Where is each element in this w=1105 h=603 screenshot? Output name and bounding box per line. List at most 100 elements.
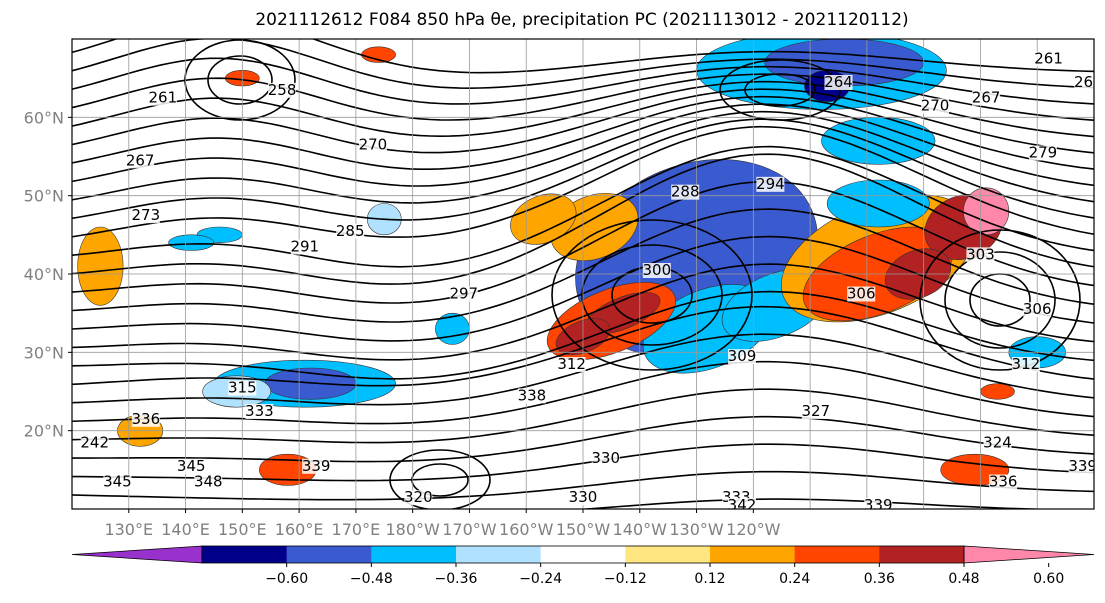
contour-label: 336 [989,473,1018,491]
colorbar-tick-label: 0.36 [864,571,895,587]
y-tick-label: 40°N [24,265,64,284]
precip-shading-layer [77,39,1066,486]
y-tick-label: 20°N [24,422,64,441]
contour-label-bg [449,286,478,302]
contour-label-bg [1034,51,1063,67]
contour-label: 339 [302,457,331,475]
colorbar-tick-label: 0.24 [779,571,810,587]
precip-anomaly-blob [77,226,124,306]
theta-e-contour-line [72,39,1094,74]
precip-anomaly-blob [826,179,930,228]
theta-e-contours [72,39,1094,509]
contour-label-bg [358,137,387,153]
x-tick-label: 120°W [726,520,781,539]
contour-label: 261 [149,89,178,107]
map-gridlines [72,39,1094,509]
contour-label-bg [569,490,597,506]
contour-label: 312 [1012,355,1041,373]
contour-label-bg [126,153,155,169]
contour-label: 348 [194,473,223,491]
contour-label-bg [302,458,331,474]
colorbar-segment [540,546,626,563]
contour-label: 294 [756,175,785,193]
theta-e-contour-line [72,95,1094,170]
theta-e-closed-contour [184,39,296,121]
colorbar-tick-label: −0.12 [604,571,647,587]
colorbar-tick-label: −0.36 [435,571,478,587]
x-tick-label: 160°W [499,520,554,539]
colorbar-tick-label: −0.24 [519,571,562,587]
contour-label: 324 [983,433,1012,451]
contour-label-bg [1068,458,1094,474]
contour-label: 315 [228,379,257,397]
contour-label: 303 [966,245,995,263]
contour-label: 264 [824,73,853,91]
x-tick-label: 170°W [442,520,497,539]
contour-label-bg [972,90,1001,106]
colorbar-extend-low [71,545,203,564]
theta-e-contour-line [72,305,1094,387]
x-tick-label: 150°E [218,520,267,539]
colorbar: −0.60 −0.48 −0.36 −0.24 −0.12 0.12 0.24 0.36 0.4… [71,545,1095,587]
theta-e-contour-line [72,208,1094,323]
chart-title: 2021112612 F084 850 hPa θe, precipitatio… [255,10,909,30]
contour-label: 270 [921,97,950,115]
colorbar-extend-high [963,545,1095,564]
contour-label-bg [290,239,319,255]
contour-label: 342 [728,496,757,514]
theta-e-closed-contour [944,251,1056,349]
contour-label-bg [1028,145,1057,161]
y-tick-label: 60°N [24,108,64,127]
colorbar-segment [710,546,796,563]
colorbar-segment [879,546,965,563]
contour-label: 261 [1034,50,1063,68]
contour-label-bg [194,474,223,490]
colorbar-segment [286,546,372,563]
contour-label: 291 [290,238,319,256]
colorbar-tick-label: −0.48 [350,571,393,587]
x-tick-label: 150°W [556,520,611,539]
contour-label: 306 [1023,300,1052,318]
theta-e-contour-line [72,360,1094,425]
contour-label: 327 [801,402,830,420]
theta-e-contour-line [72,88,1094,154]
contour-label-bg [103,474,132,490]
precip-anomaly-blob [168,234,215,251]
contour-label: 300 [642,261,671,279]
theta-e-contour-line [72,388,1094,444]
theta-e-closed-contour [551,219,753,371]
contour-label: 261 [1074,73,1103,91]
contour-label-bg [847,286,876,302]
contour-label-bg [148,90,177,106]
theta-e-closed-contour [581,244,723,346]
theta-e-contour-line [72,125,1094,238]
theta-e-contour-line [72,118,1094,221]
contour-label: 345 [103,473,132,491]
contour-label-bg [336,223,365,239]
colorbar-tick-label: 0.48 [948,571,979,587]
contour-label: 258 [268,81,297,99]
contour-label-bg [245,404,274,419]
contour-label: 339 [1068,457,1097,475]
x-tick-label: 130°W [669,520,724,539]
contour-label: 320 [404,488,433,506]
contour-label: 279 [1029,144,1058,162]
colorbar-outline [201,545,965,564]
x-tick-label: 130°E [104,520,153,539]
colorbar-segment [202,546,288,563]
contour-label-bg [824,75,853,90]
theta-e-contour-line [72,263,1094,361]
theta-e-closed-contour [744,73,816,107]
contour-label-bg [177,458,206,474]
contour-labels: 261 258 267 270 273 291 285 297 300 288 294 264 270 2… [80,50,1103,514]
theta-e-contour-line [72,443,1094,482]
x-tick-label: 170°E [332,520,381,539]
theta-e-contour-line [72,235,1094,342]
colorbar-tick-label: 0.60 [1033,571,1064,587]
contour-label: 242 [80,433,109,451]
contour-label-bg [268,82,297,98]
contour-label-bg [966,247,995,263]
colorbar-segment [456,546,542,563]
contour-label-bg [921,98,950,114]
theta-e-contour-line [72,153,1094,285]
